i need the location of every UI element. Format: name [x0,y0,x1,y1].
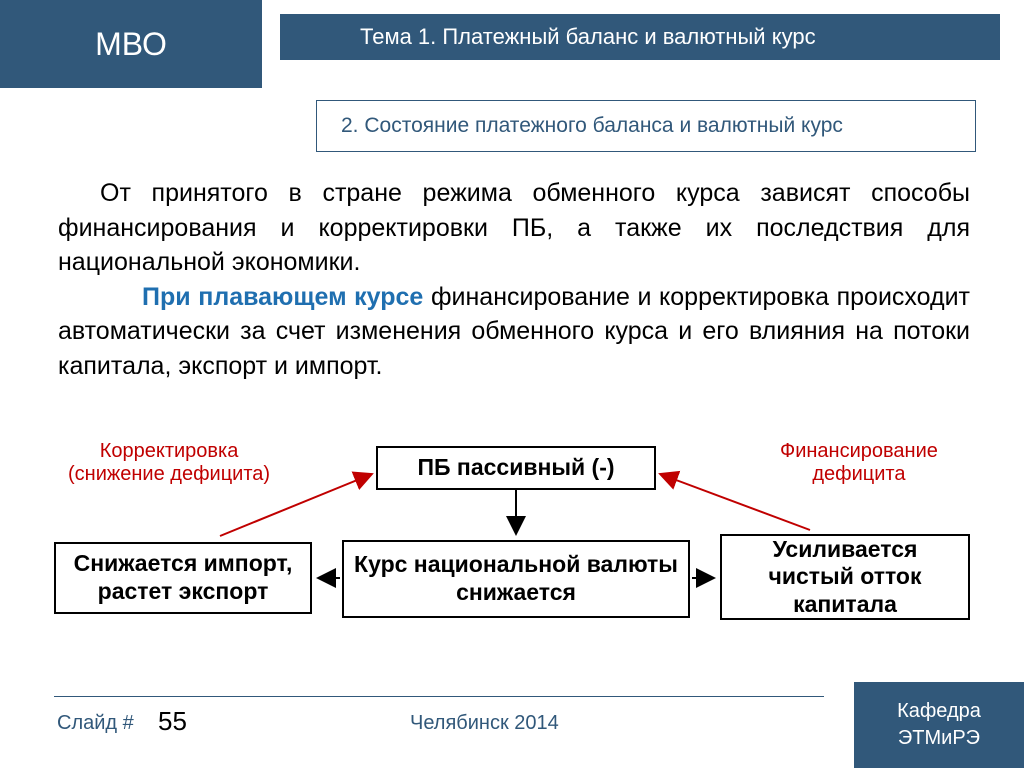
footer-dept-line2: ЭТМиРЭ [898,725,980,752]
node-currency-down: Курс национальной валюты снижается [342,540,690,618]
header-left-text: МВО [95,26,167,63]
header-topic-bar: Тема 1. Платежный баланс и валютный курс [280,14,1000,60]
footer-slide-number: 55 [158,706,187,737]
header-logo-box: МВО [0,0,262,88]
flowchart: Корректировка(снижение дефицита) Финанси… [40,434,984,692]
body-paragraph: От принятого в стране режима обменного к… [58,176,970,383]
header-right-text: Тема 1. Платежный баланс и валютный курс [360,24,816,50]
subheader-text: 2. Состояние платежного баланса и валютн… [341,114,843,138]
subheader-box: 2. Состояние платежного баланса и валютн… [316,100,976,152]
footer-slide-label: Слайд # [57,712,134,735]
node-pb-passive: ПБ пассивный (-) [376,446,656,490]
paragraph-2-highlight: При плавающем курсе [142,283,423,311]
footer-divider [54,696,824,697]
node-capital-outflow-text: Усиливается чистый отток капитала [732,536,958,619]
node-pb-passive-text: ПБ пассивный (-) [417,454,614,482]
label-financing: Финансированиедефицита [780,440,938,486]
node-currency-down-text: Курс национальной валюты снижается [354,551,678,606]
paragraph-1: От принятого в стране режима обменного к… [58,179,970,276]
node-import-export-text: Снижается импорт, растет экспорт [66,550,300,605]
node-import-export: Снижается импорт, растет экспорт [54,542,312,614]
footer-center-text: Челябинск 2014 [410,712,559,735]
label-correction: Корректировка(снижение дефицита) [68,440,270,486]
node-capital-outflow: Усиливается чистый отток капитала [720,534,970,620]
footer-department-box: Кафедра ЭТМиРЭ [854,682,1024,768]
footer-dept-line1: Кафедра [897,698,981,725]
